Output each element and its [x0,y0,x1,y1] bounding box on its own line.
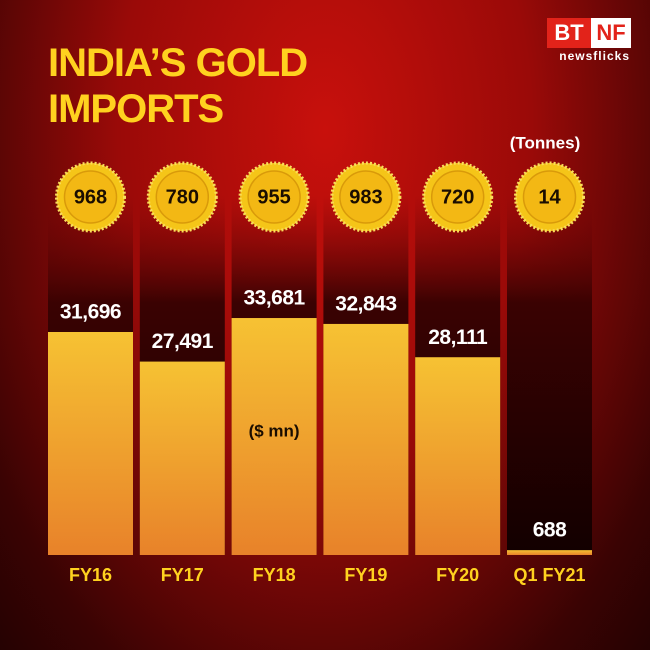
value-label: 28,111 [428,326,488,349]
coin-label: 720 [441,186,474,208]
x-tick-label: Q1 FY21 [513,565,585,585]
bar [507,550,592,555]
coin-unit-label: (Tonnes) [510,133,581,152]
bar [415,357,501,555]
bar [139,361,225,555]
coin-label: 14 [538,186,561,208]
bar [231,318,317,555]
coin-label: 955 [257,186,290,208]
coin-inner [430,170,485,224]
coin-label: 983 [349,186,382,208]
x-tick-label: FY20 [436,565,479,585]
x-tick-label: FY16 [69,565,112,585]
coin-inner [247,170,301,224]
coin-label: 968 [74,186,107,208]
x-tick-label: FY18 [253,565,296,585]
logo-sub: newsflicks [559,49,630,63]
coin-inner [339,170,393,224]
value-label: 27,491 [152,330,214,353]
bar [323,323,409,555]
coin-inner [63,170,118,224]
logo-left-bg [547,18,591,48]
x-tick-label: FY19 [344,565,387,585]
value-label: 31,696 [60,301,121,324]
logo-right-bg [591,18,631,48]
value-label: 33,681 [243,287,305,310]
coin-inner [522,170,577,224]
logo-right: NF [596,20,625,45]
coin-label: 780 [166,186,199,208]
coin-inner [155,170,210,224]
value-label: 688 [533,519,567,542]
unit-label: ($ mn) [249,421,300,440]
column-bg [507,195,592,555]
chart-title: INDIA’S GOLD IMPORTS [48,41,308,131]
x-tick-label: FY17 [161,565,204,585]
bar [48,332,133,555]
logo-left: BT [554,20,584,45]
value-label: 32,843 [335,292,396,315]
